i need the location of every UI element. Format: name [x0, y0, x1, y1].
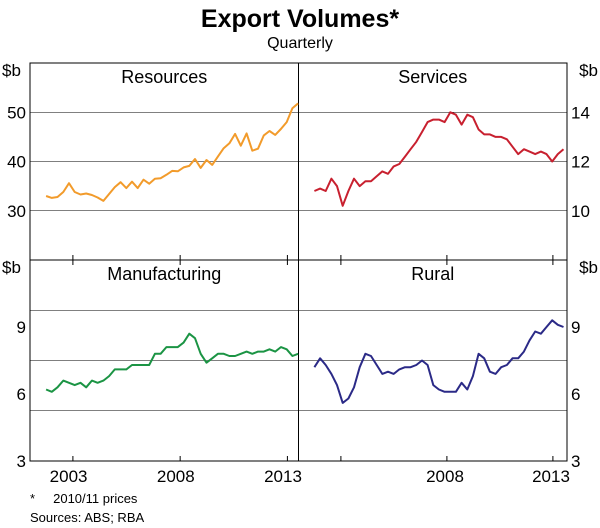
panel-bottom-left: 3 6 9 Manufacturing [17, 260, 299, 471]
y-tick-label: 6 [571, 385, 580, 404]
x-tick-label-left-2008: 2008 [157, 467, 195, 486]
panel-bottom-right: 3 6 9 Rural [298, 260, 580, 471]
y-tick-label: 3 [571, 452, 580, 471]
unit-label-bottom-left: $b [2, 258, 21, 277]
x-axis-labels: 2003 2008 2013 2008 2013 [50, 467, 570, 486]
y-tick-label: 14 [571, 103, 590, 122]
series-line-top-left [45, 102, 299, 202]
unit-label-bottom-right: $b [579, 258, 598, 277]
y-tick-label: 6 [17, 385, 26, 404]
sources: Sources: ABS; RBA [30, 510, 144, 525]
x-tick-label-right-2008: 2008 [426, 467, 464, 486]
x-tick-label-right-2013: 2013 [532, 467, 570, 486]
unit-label-top-right: $b [579, 61, 598, 80]
y-tick-label: 12 [571, 153, 590, 172]
x-tick-label-2013-shared: 2013 [264, 467, 302, 486]
panel-top-right: 10 12 14 Services [298, 67, 590, 260]
panel-title-bottom-left: Manufacturing [107, 264, 221, 284]
panel-title-bottom-right: Rural [411, 264, 454, 284]
y-tick-label: 50 [7, 103, 26, 122]
y-tick-label: 10 [571, 202, 590, 221]
panels: 30 40 50 Resources 10 12 14 Services 3 6 9 Manufact… [7, 67, 590, 471]
y-tick-label: 3 [17, 452, 26, 471]
panel-top-left: 30 40 50 Resources [7, 67, 299, 260]
y-tick-label: 40 [7, 153, 26, 172]
y-tick-label: 9 [17, 318, 26, 337]
chart-title: Export Volumes* [201, 5, 399, 33]
unit-label-top-left: $b [2, 61, 21, 80]
series-line-bottom-right [313, 319, 564, 404]
chart-subtitle: Quarterly [267, 35, 333, 52]
footnote: * 2010/11 prices [30, 491, 138, 506]
y-unit-labels: $b $b $b $b [2, 61, 598, 277]
series-line-bottom-left [45, 332, 299, 393]
y-tick-label: 9 [571, 318, 580, 337]
frame [29, 62, 568, 462]
x-tick-label-left-2003: 2003 [50, 467, 88, 486]
y-tick-label: 30 [7, 202, 26, 221]
panel-title-top-right: Services [398, 67, 467, 87]
panel-title-top-left: Resources [121, 67, 207, 87]
series-line-top-right [314, 111, 565, 207]
